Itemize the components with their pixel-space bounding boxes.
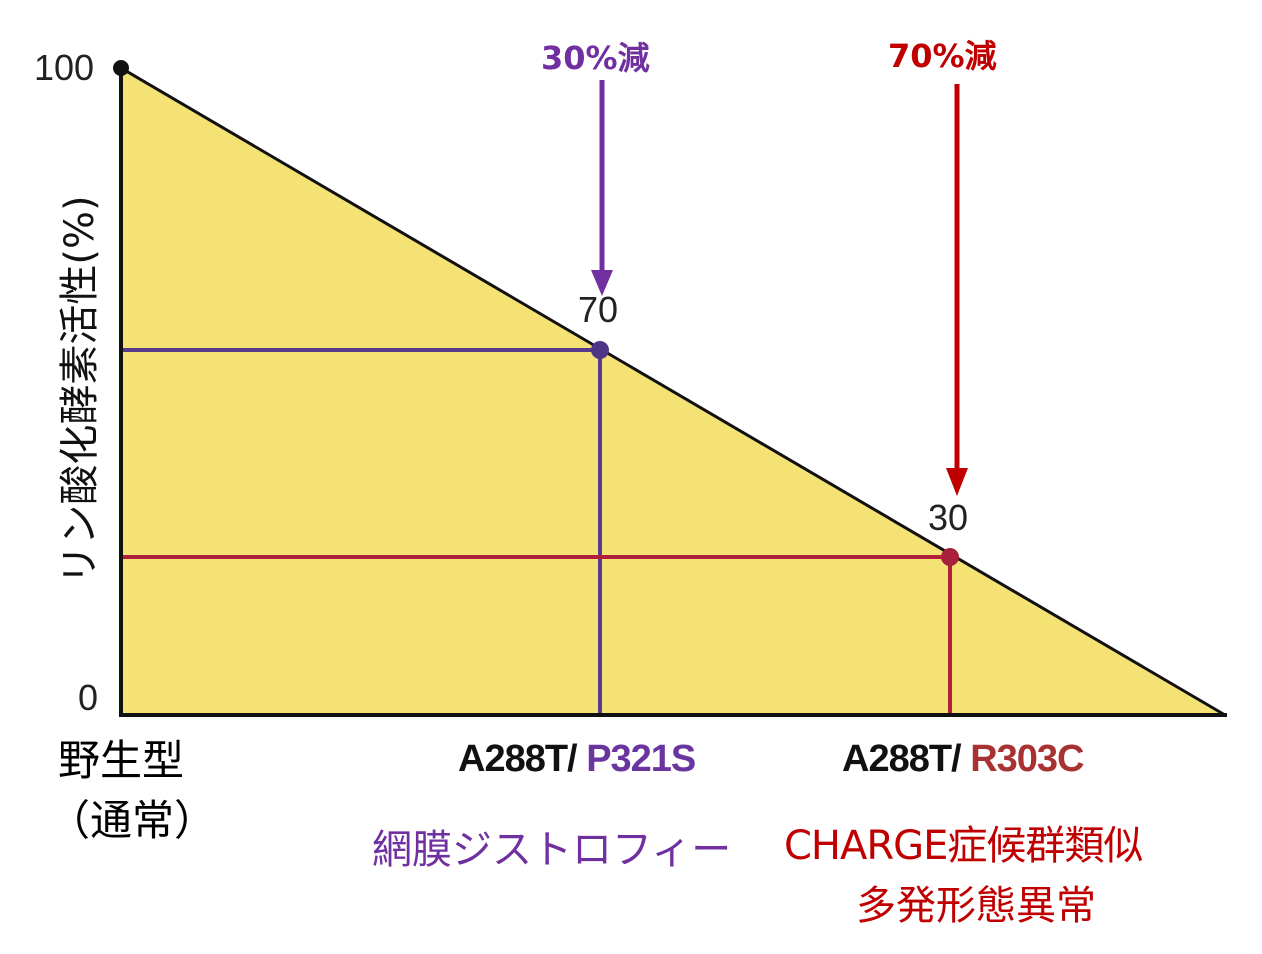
wild-type-label: 野生型 — [58, 736, 185, 785]
value-label-30: 30 — [928, 497, 969, 538]
point-30 — [941, 548, 959, 566]
mutation-common: A288T/ — [842, 738, 962, 780]
phenotype-retinal-dystrophy: 網膜ジストロフィー — [372, 827, 732, 873]
mutation-second: P321S — [586, 738, 696, 780]
mutation-second: R303C — [970, 738, 1084, 780]
y-axis-label: リン酸化酵素活性(%) — [57, 195, 103, 585]
phenotype-multiple-anomalies: 多発形態異常 — [856, 883, 1096, 929]
reduction-label-30: 30%減 — [541, 39, 650, 77]
phenotype-charge-like: CHARGE症候群類似 — [784, 823, 1143, 869]
y-tick-0: 0 — [78, 677, 99, 718]
mutation-common: A288T/ — [458, 738, 578, 780]
point-100 — [113, 60, 129, 76]
wild-type-normal-label: （通常） — [48, 796, 217, 845]
mutation-label-r303c: A288T/ R303C — [842, 738, 1084, 780]
mutation-label-p321s: A288T/ P321S — [458, 738, 696, 780]
red-arrow-head — [946, 468, 968, 496]
purple-arrow-head — [591, 270, 613, 296]
point-70 — [591, 341, 609, 359]
y-tick-100: 100 — [34, 47, 95, 88]
hypotenuse-line — [120, 66, 1226, 717]
reduction-label-70: 70%減 — [888, 37, 997, 75]
value-label-70: 70 — [578, 289, 619, 330]
